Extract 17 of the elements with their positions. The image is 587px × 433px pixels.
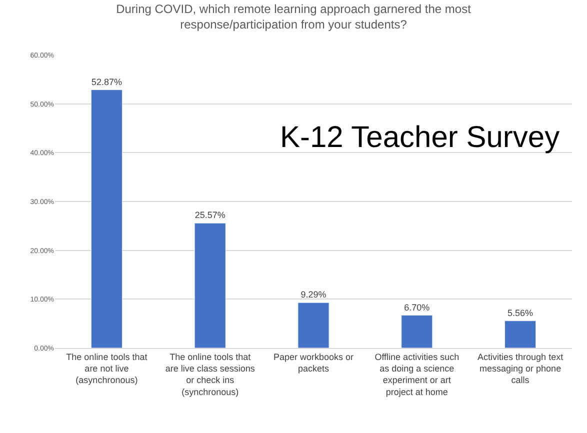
data-label: 25.57%: [194, 210, 226, 220]
annotation: K-12 Teacher Survey: [280, 121, 560, 154]
x-tick-label: Paper workbooks or packets: [273, 352, 354, 374]
bar: [504, 320, 536, 348]
data-label: 9.29%: [300, 290, 326, 300]
x-tick-label: Activities through text messaging or phone calls: [478, 352, 564, 386]
x-tick-label: Offline activities such as doing a science experiment or art project at home: [374, 352, 460, 397]
bar: [298, 302, 330, 348]
data-label: 5.56%: [508, 308, 534, 318]
x-tick-label: The online tools that are not live (asynchronous): [66, 352, 148, 386]
data-label: 6.70%: [404, 302, 430, 312]
bar: [90, 90, 122, 348]
bar: [194, 222, 226, 348]
x-tick-label: The online tools that are live class sessions or check ins (synchronous): [165, 352, 256, 397]
data-label: 52.87%: [91, 76, 122, 87]
chart-title: During COVID, which remote learning approach garnered the most response/participation from your students?: [116, 2, 472, 32]
bar: [401, 315, 433, 348]
